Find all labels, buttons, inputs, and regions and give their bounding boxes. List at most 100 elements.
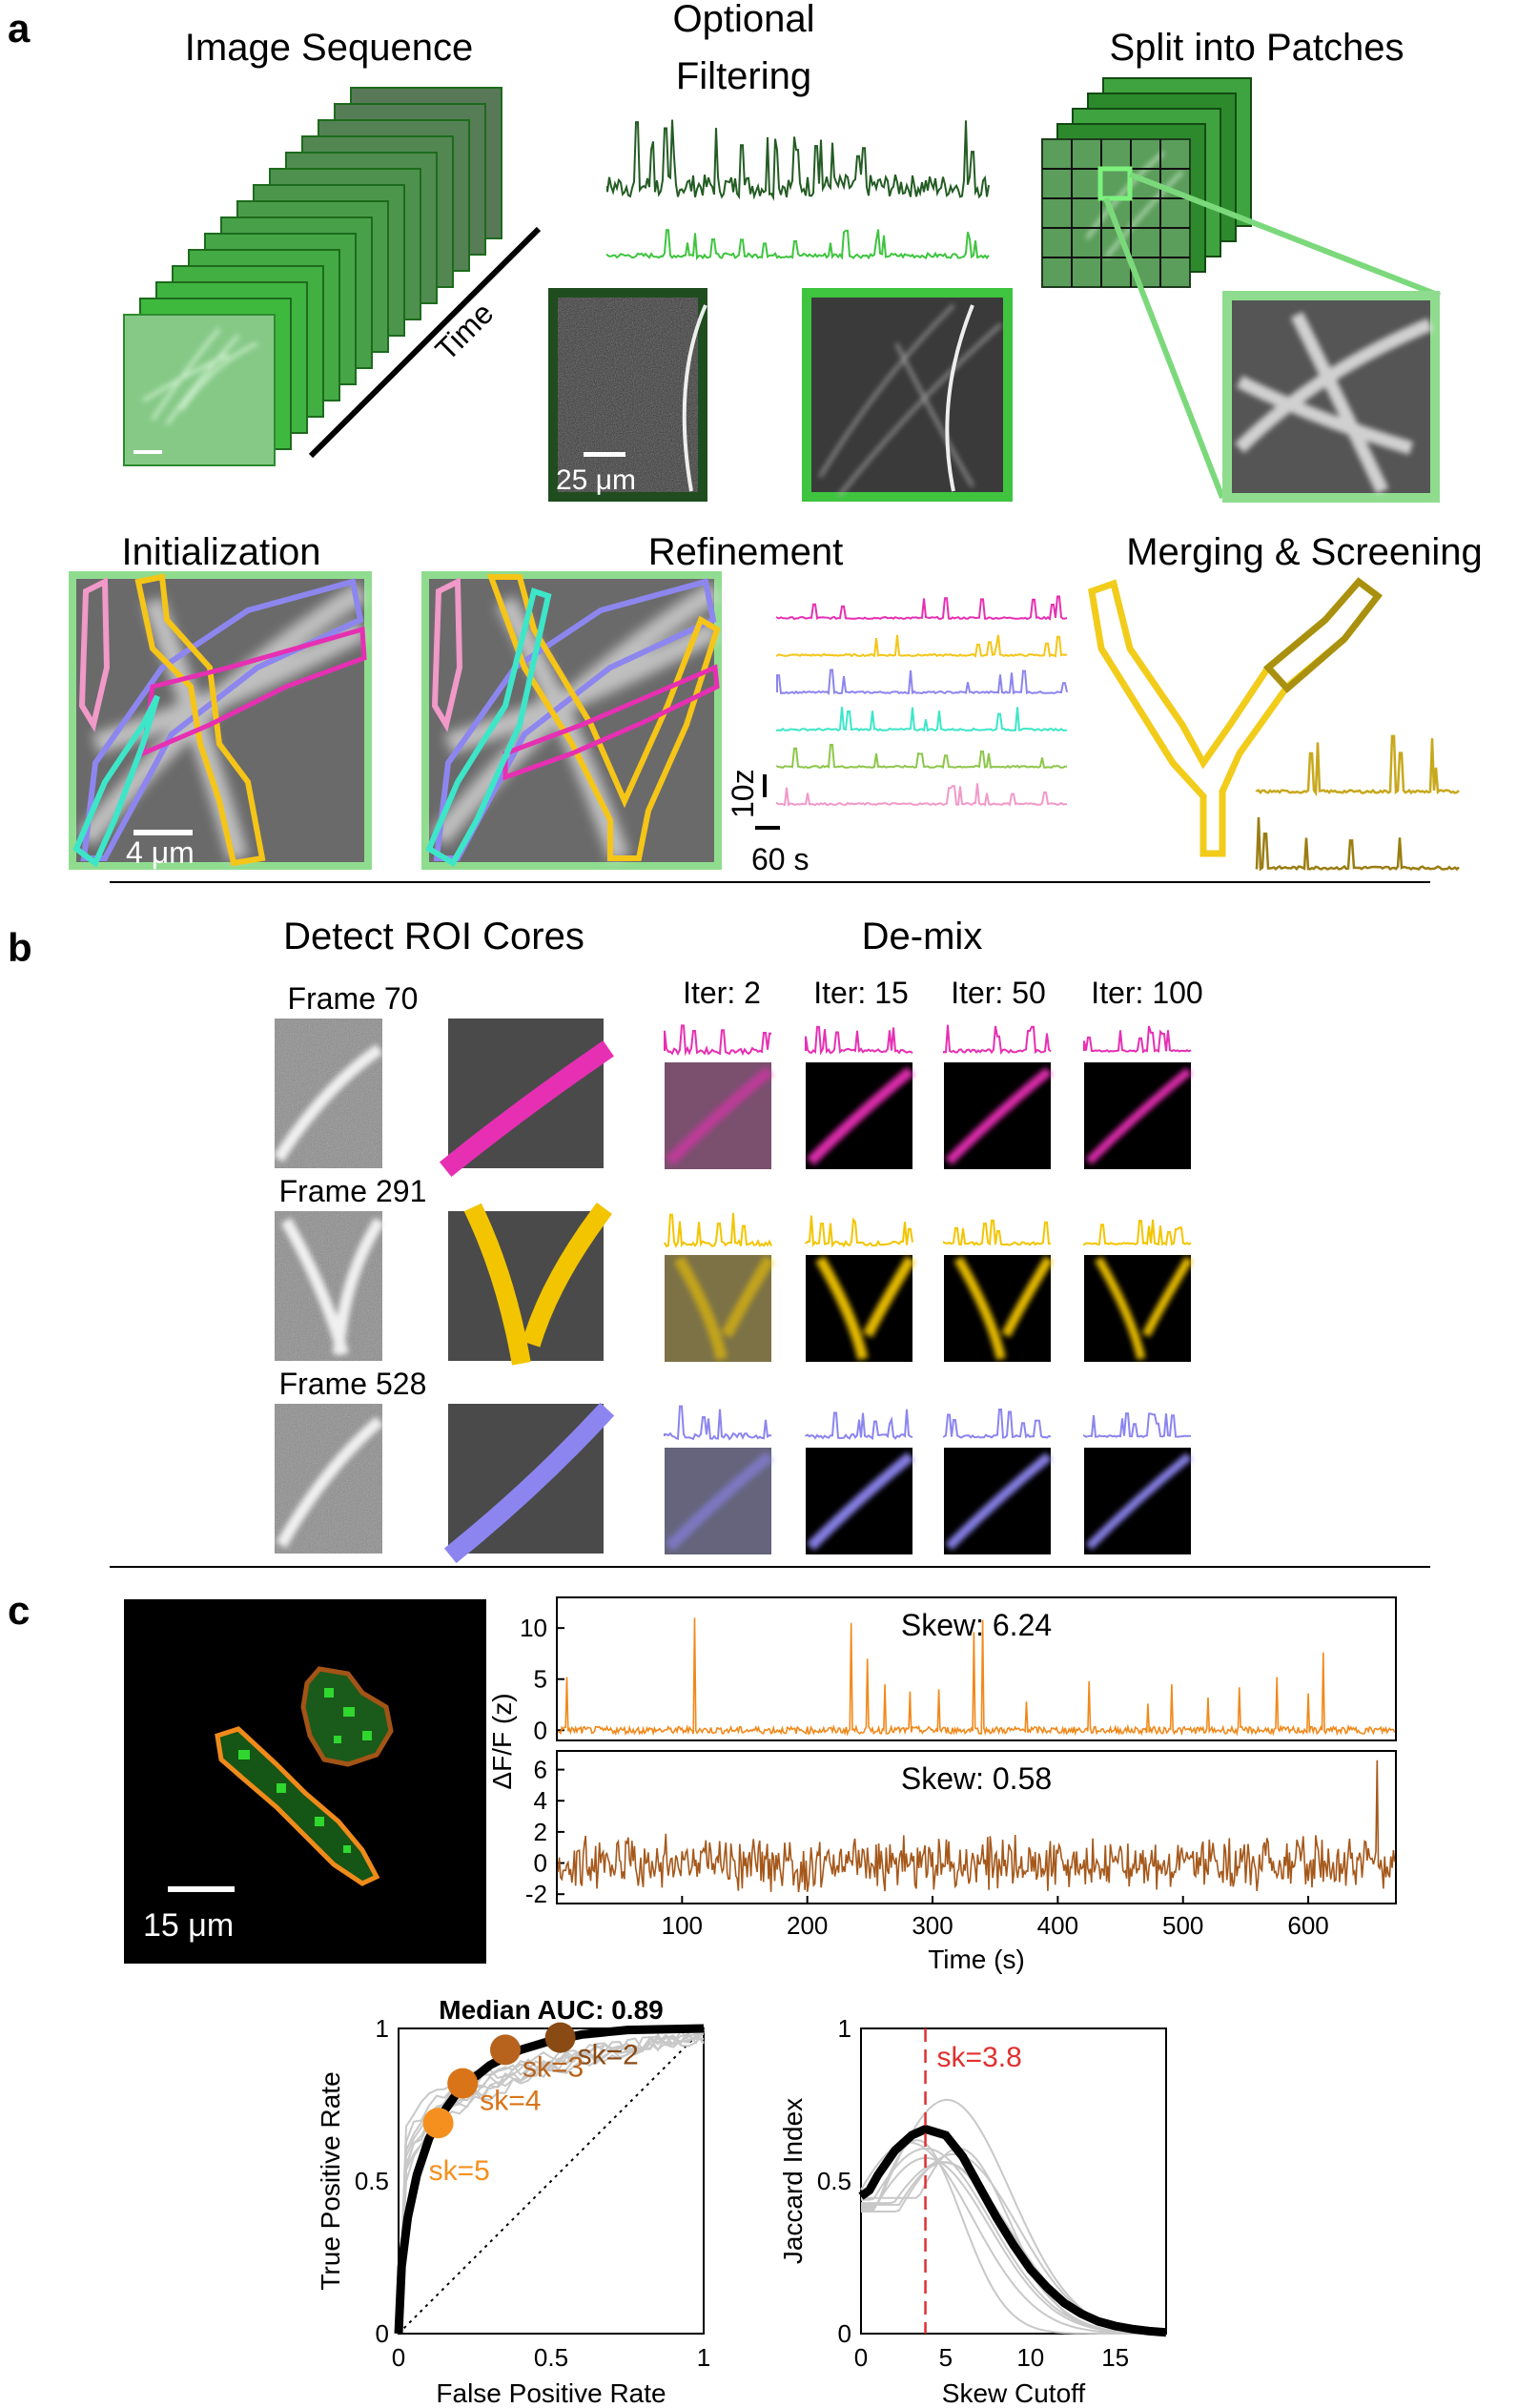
demix-trace [943, 1024, 1052, 1056]
chance-line [398, 2027, 705, 2335]
frame-labels: Frame 70 Frame 291 Frame 528 [279, 981, 427, 1401]
filter-traces [606, 119, 990, 261]
demix-trace [805, 1409, 913, 1440]
iteration-labels: Iter: 2 Iter: 15 Iter: 50 Iter: 100 [683, 976, 1203, 1010]
jaccard-median-curve [858, 2124, 1167, 2337]
x-tick-label: 500 [1162, 1911, 1203, 1940]
y-tick-label: 0 [838, 2319, 851, 2348]
panel-letter-c: c [8, 1588, 30, 1633]
x-axis-label: Skew Cutoff [942, 2378, 1086, 2408]
y-tick-label: 0.5 [355, 2167, 389, 2195]
demix-rows [273, 1019, 1193, 1564]
demix-title: De-mix [862, 916, 983, 957]
init-image: 4 μm [69, 571, 372, 870]
y-axis-label: ΔF/F (z) [487, 1693, 517, 1789]
merge-trace [1255, 816, 1460, 872]
roc-point [422, 2108, 454, 2139]
initialization-title: Initialization [121, 531, 320, 573]
y-tick-label: 5 [534, 1665, 547, 1694]
demix-trace [664, 1212, 772, 1248]
refinement-traces [776, 595, 1068, 807]
raw-trace [606, 119, 990, 201]
y-tick-label: 1 [376, 2014, 389, 2043]
x-tick-label: 15 [1101, 2343, 1129, 2372]
zoom-line-2 [1103, 196, 1225, 500]
trace-scale-y-label: 10z [726, 769, 760, 818]
patch-grid [1041, 138, 1191, 288]
frame-dendrite [273, 1044, 383, 1163]
demix-row [273, 1019, 1192, 1178]
x-tick-label: 5 [939, 2343, 953, 2372]
demix-dendrite [673, 1255, 775, 1361]
y-tick-label: 2 [534, 1818, 547, 1846]
roc-point-label: sk=4 [480, 2086, 541, 2117]
time-axis-label: Time [428, 296, 500, 367]
core-roi [439, 1040, 614, 1178]
jaccard-individual-curve [861, 2147, 1167, 2335]
zoom-line-1 [1128, 172, 1442, 298]
refined-trace [776, 669, 1068, 695]
refined-trace [776, 634, 1068, 659]
chart-title: Median AUC: 0.89 [439, 1995, 663, 2025]
demix-dendrite [665, 1066, 773, 1166]
image-sequence-title: Image Sequence [185, 27, 473, 69]
jaccard-chart: sk=3.8 0 5 10 15 0 0.5 1 Skew Cutoff Jaccard Inde… [778, 2014, 1167, 2408]
filter-scale-label: 25 μm [556, 464, 636, 496]
x-tick-label: 300 [912, 1911, 953, 1940]
demix-dendrite [815, 1256, 915, 1361]
refined-trace [776, 707, 1068, 732]
y-axis-label: Jaccard Index [778, 2098, 808, 2264]
frame-scale-bar [385, 1141, 410, 1144]
demix-row [275, 1402, 1192, 1564]
first-frame [123, 314, 276, 466]
demix-dendrite [945, 1452, 1053, 1551]
trace-scale-x-label: 60 s [751, 842, 809, 876]
roc-point [544, 2022, 576, 2053]
roi-image: 15 μm [124, 1599, 486, 1964]
y-tick-label: 0 [534, 1716, 547, 1744]
init-scale-label: 4 μm [126, 835, 195, 870]
demix-dendrite [1085, 1067, 1192, 1165]
x-axis-label: False Positive Rate [436, 2378, 666, 2408]
demix-trace [805, 1215, 913, 1248]
filtered-trace [606, 229, 990, 261]
refined-trace [776, 595, 1068, 621]
roc-point [490, 2034, 521, 2066]
iter-label: Iter: 15 [813, 976, 909, 1010]
chart-trace-orange: 0 5 10 Skew: 6.24 [520, 1596, 1397, 1744]
raw-patch: 25 μm [548, 288, 707, 502]
x-tick-label: 600 [1287, 1911, 1328, 1940]
demix-trace [943, 1219, 1052, 1246]
detect-title: Detect ROI Cores [283, 916, 584, 957]
chart-frame [556, 1596, 1397, 1741]
demix-trace [943, 1409, 1052, 1439]
frame-label: Frame 70 [288, 981, 419, 1016]
iter-label: Iter: 50 [951, 976, 1046, 1010]
x-tick-label: 200 [787, 1911, 828, 1940]
chart-frame [860, 2027, 1167, 2335]
time-axis-line [308, 226, 542, 459]
frame-dendrite [280, 1217, 385, 1356]
filtering-title-line1: Optional [673, 0, 815, 40]
core-roi [443, 1402, 615, 1564]
x-tick-label: 0.5 [534, 2343, 568, 2372]
y-tick-label: 4 [534, 1786, 547, 1815]
iter-label: Iter: 100 [1091, 976, 1202, 1010]
filtered-patch [802, 288, 1013, 502]
demix-dendrite [1095, 1256, 1193, 1360]
refined-trace [776, 744, 1067, 770]
x-tick-label: 10 [1016, 2343, 1044, 2372]
roc-point-label: sk=3 [523, 2051, 584, 2083]
filtering-title-line2: Filtering [676, 55, 811, 97]
jaccard-individual-curve [861, 2147, 1167, 2335]
y-tick-label: 0.5 [817, 2167, 851, 2195]
x-tick-label: 1 [697, 2343, 710, 2372]
demix-trace [1083, 1219, 1192, 1246]
panel-letter-a: a [8, 6, 31, 51]
demix-trace [664, 1024, 771, 1057]
roc-point [447, 2068, 479, 2099]
demix-trace [1083, 1025, 1192, 1054]
frame-dendrite [276, 1416, 383, 1548]
